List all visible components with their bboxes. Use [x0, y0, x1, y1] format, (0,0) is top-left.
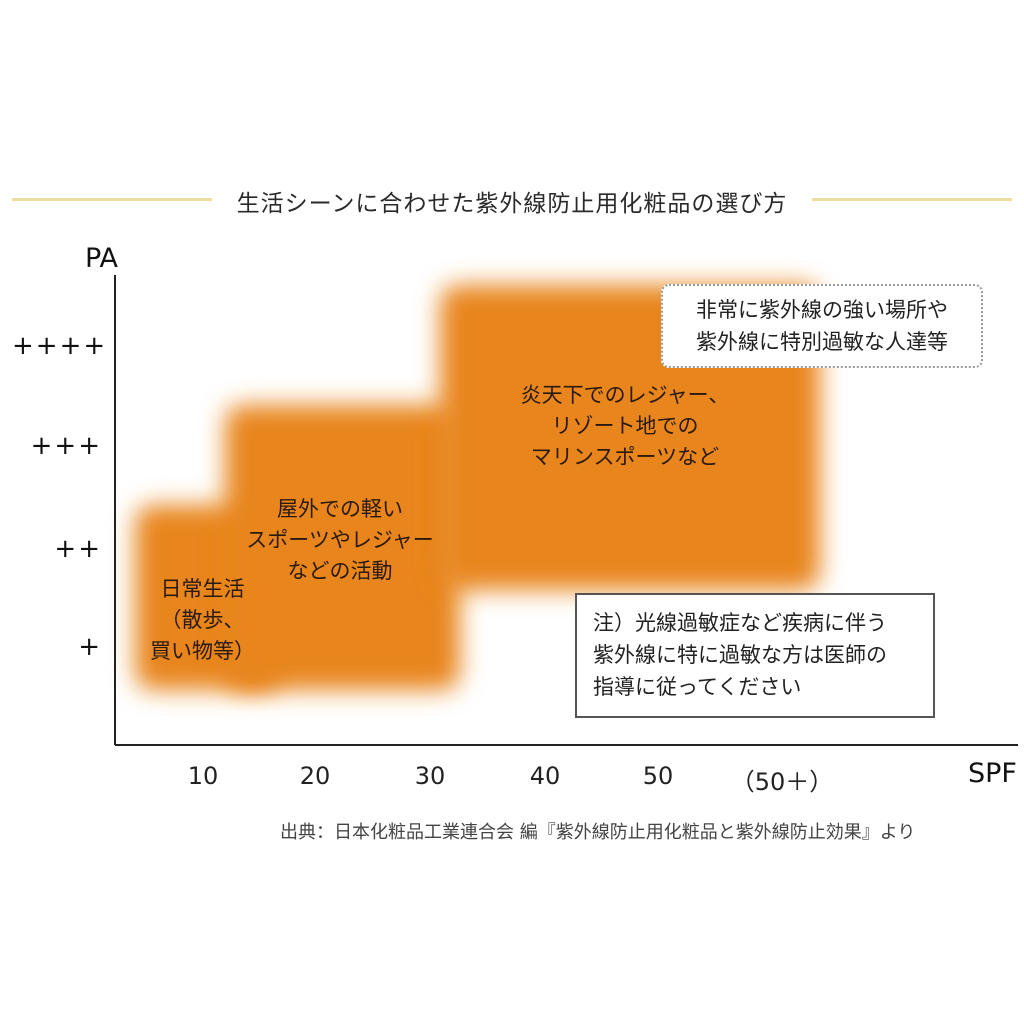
- note-sensitive-area: 非常に紫外線の強い場所や 紫外線に特別過敏な人達等: [661, 284, 983, 368]
- x-tick-50: 50: [642, 762, 674, 790]
- x-axis-label: SPF: [968, 758, 1017, 789]
- title-rule-right: [812, 198, 1012, 201]
- source-citation: 出典：日本化粧品工業連合会 編『紫外線防止用化粧品と紫外線防止効果』より: [280, 822, 916, 843]
- x-tick-20: 20: [299, 762, 331, 790]
- y-tick-pa2: ++: [54, 534, 102, 564]
- y-tick-pa3: +++: [30, 431, 102, 461]
- zone-label-daily: 日常生活 （散歩、 買い物等）: [150, 577, 255, 663]
- zone-outdoor-light: [225, 405, 460, 690]
- y-tick-pa1: +: [78, 632, 102, 662]
- y-tick-pa4: ++++: [12, 331, 108, 361]
- x-tick-10: 10: [187, 762, 219, 790]
- x-tick-50plus: （50＋）: [730, 768, 834, 796]
- zone-label-intense-sun: 炎天下でのレジャー、 リゾート地での マリンスポーツなど: [520, 383, 730, 469]
- note-medical: 注）光線過敏症など疾病に伴う 紫外線に特に過敏な方は医師の 指導に従ってください: [575, 593, 935, 718]
- zone-label-outdoor-light: 屋外での軽い スポーツやレジャー などの活動: [246, 497, 434, 583]
- chart-title: 生活シーンに合わせた紫外線防止用化粧品の選び方: [0, 184, 1024, 218]
- x-tick-30: 30: [414, 762, 446, 790]
- title-rule-left: [12, 198, 212, 201]
- y-axis-label: PA: [85, 243, 119, 274]
- x-tick-40: 40: [529, 762, 561, 790]
